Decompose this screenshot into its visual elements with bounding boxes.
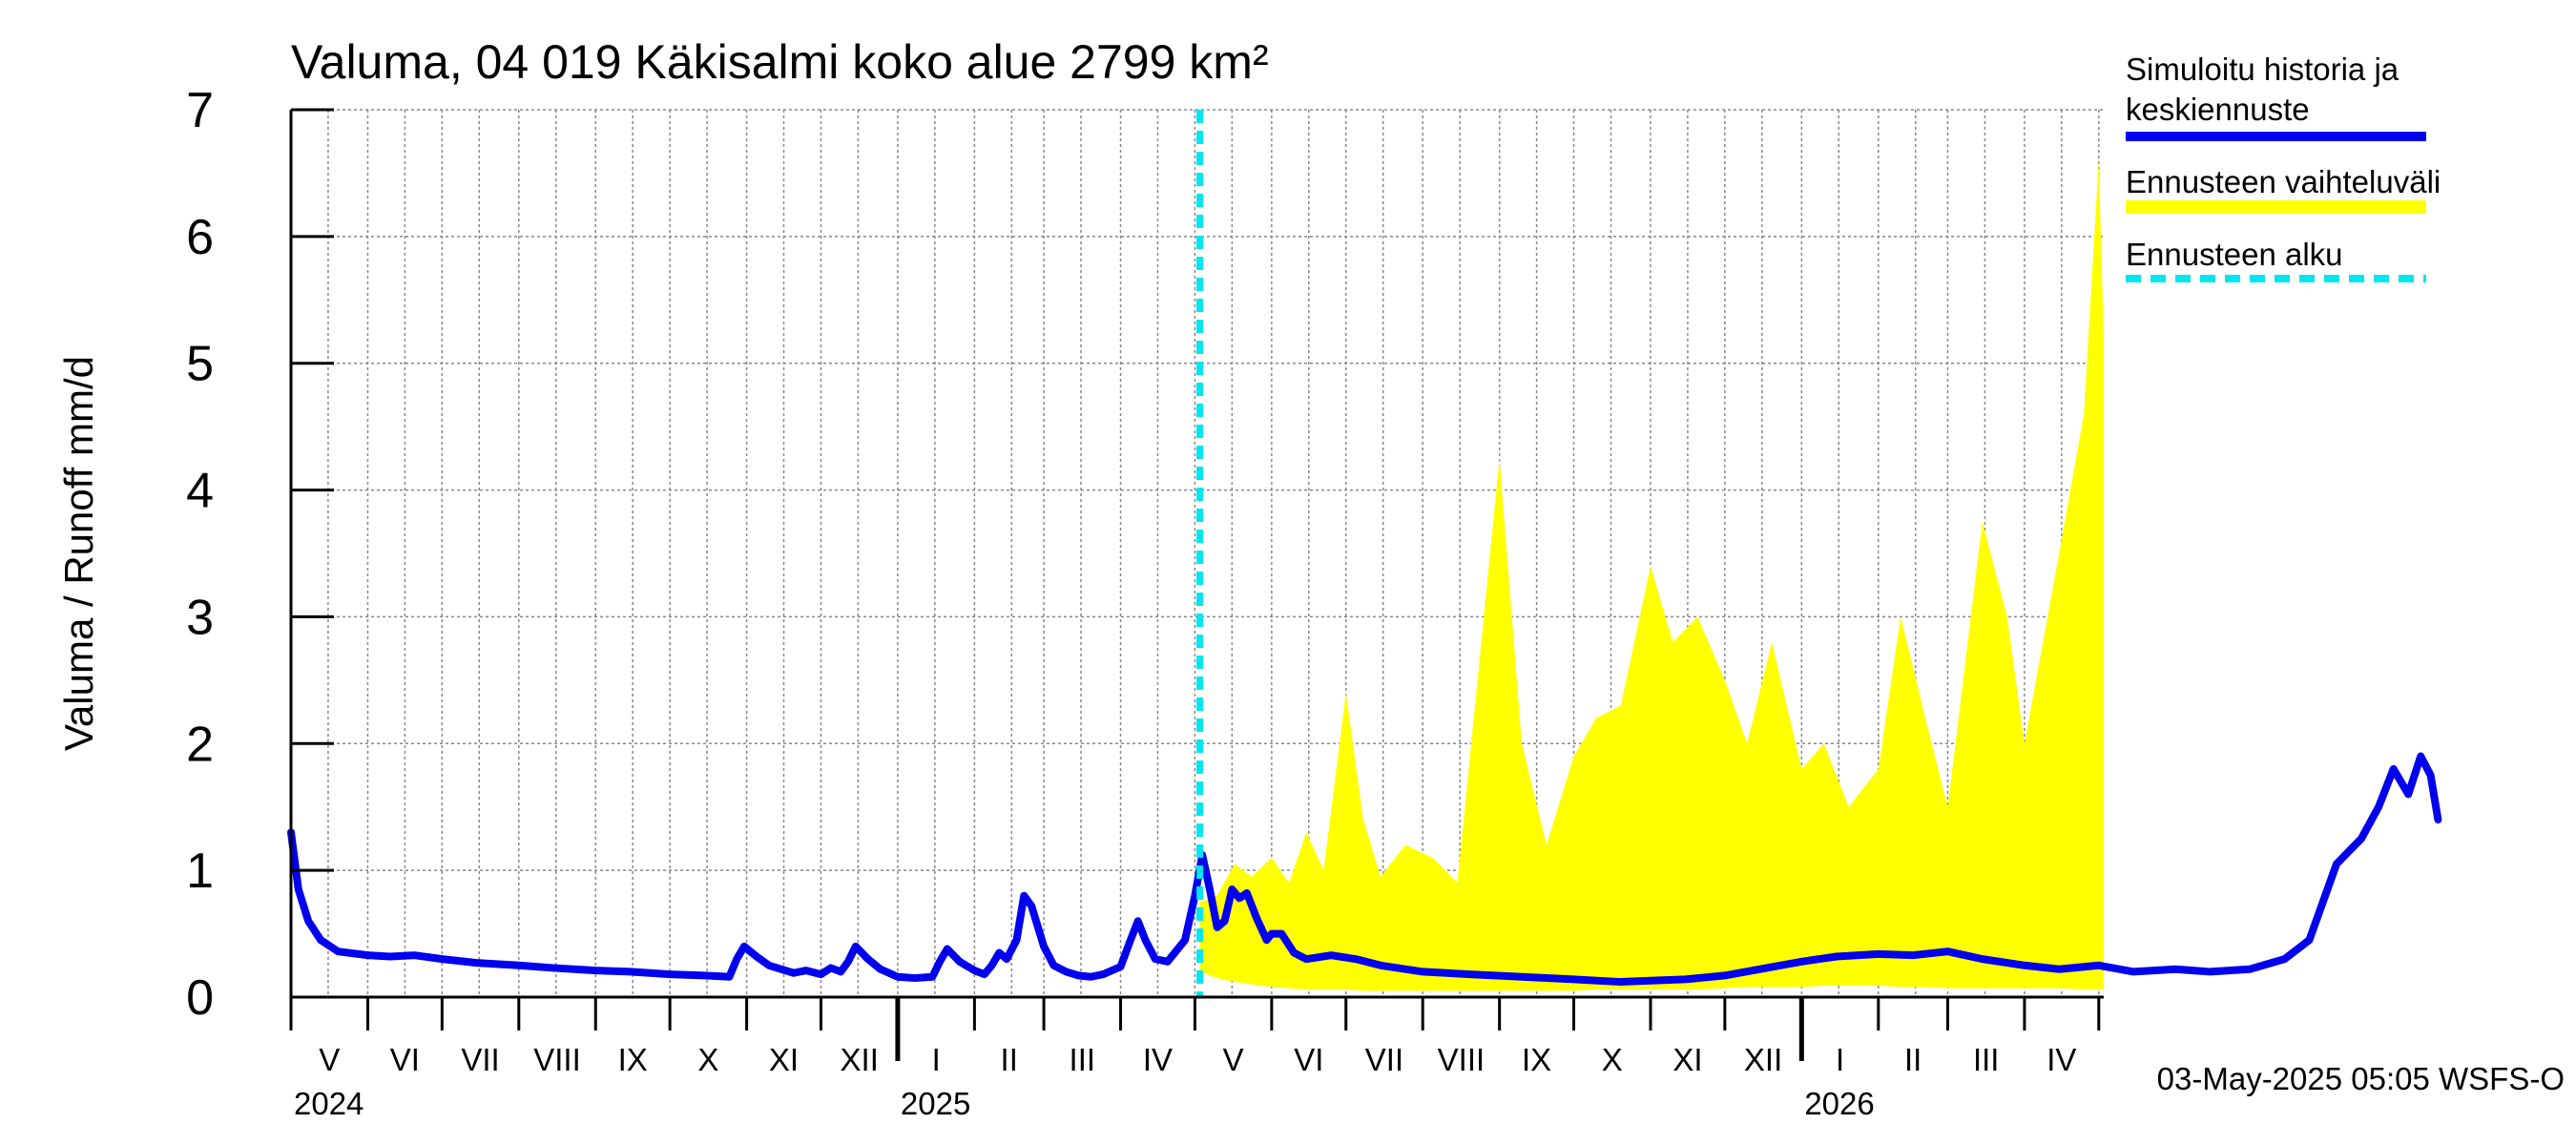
- month-label: XII: [841, 1042, 879, 1077]
- month-label: IV: [1143, 1042, 1173, 1077]
- month-label: II: [1904, 1042, 1922, 1077]
- x-axis-ticks: V VI VII VIII IX X XI XII I II III IV V VI VII VIII IX X X…: [289, 997, 2101, 1121]
- y-tick-label: 5: [186, 337, 214, 392]
- month-label: IX: [1522, 1042, 1551, 1077]
- y-tick-label: 2: [186, 717, 214, 772]
- month-label: I: [1836, 1042, 1844, 1077]
- legend-label-line2-mean: keskiennuste: [2126, 92, 2310, 127]
- legend: Simuloitu historia ja keskiennuste Ennus…: [2126, 52, 2441, 282]
- month-label: VIII: [1438, 1042, 1485, 1077]
- y-tick-label: 1: [186, 843, 214, 899]
- chart-title: Valuma, 04 019 Käkisalmi koko alue 2799 …: [291, 35, 1269, 89]
- month-label: VIII: [533, 1042, 581, 1077]
- forecast-range-band: [1199, 160, 2104, 991]
- year-label: 2025: [901, 1086, 970, 1121]
- year-label: 2024: [294, 1086, 364, 1121]
- month-label: IV: [2046, 1042, 2076, 1077]
- month-label: VI: [390, 1042, 420, 1077]
- month-label: I: [932, 1042, 941, 1077]
- month-label: V: [1223, 1042, 1244, 1077]
- legend-label-forecast-start: Ennusteen alku: [2126, 237, 2343, 272]
- month-label: X: [697, 1042, 718, 1077]
- month-label: II: [1001, 1042, 1018, 1077]
- y-tick-label: 6: [186, 210, 214, 265]
- month-label: III: [1973, 1042, 2000, 1077]
- month-label: IX: [618, 1042, 648, 1077]
- month-label: XI: [769, 1042, 799, 1077]
- mean-series-line: [287, 752, 2442, 987]
- footer-timestamp: 03-May-2025 05:05 WSFS-O: [2157, 1061, 2565, 1096]
- legend-label-range: Ennusteen vaihteluväli: [2126, 164, 2441, 199]
- y-tick-label: 0: [186, 970, 214, 1026]
- y-tick-label: 3: [186, 590, 214, 645]
- mean-forecast-line: [287, 752, 2442, 987]
- month-label: XII: [1744, 1042, 1782, 1077]
- year-label: 2026: [1804, 1086, 1874, 1121]
- legend-label-line1-mean: Simuloitu historia ja: [2126, 52, 2399, 87]
- month-label: XI: [1672, 1042, 1702, 1077]
- forecast-range-area: [1199, 160, 2104, 991]
- y-tick-label: 4: [186, 464, 214, 519]
- month-label: VII: [461, 1042, 499, 1077]
- month-label: III: [1070, 1042, 1096, 1077]
- y-axis-label: Valuma / Runoff mm/d: [56, 356, 101, 751]
- month-label: V: [319, 1042, 340, 1077]
- y-axis-ticks: 0 1 2 3 4 5 6 7: [186, 83, 334, 1026]
- y-tick-label: 7: [186, 83, 214, 138]
- month-label: X: [1602, 1042, 1623, 1077]
- month-label: VII: [1365, 1042, 1403, 1077]
- month-label: VI: [1294, 1042, 1323, 1077]
